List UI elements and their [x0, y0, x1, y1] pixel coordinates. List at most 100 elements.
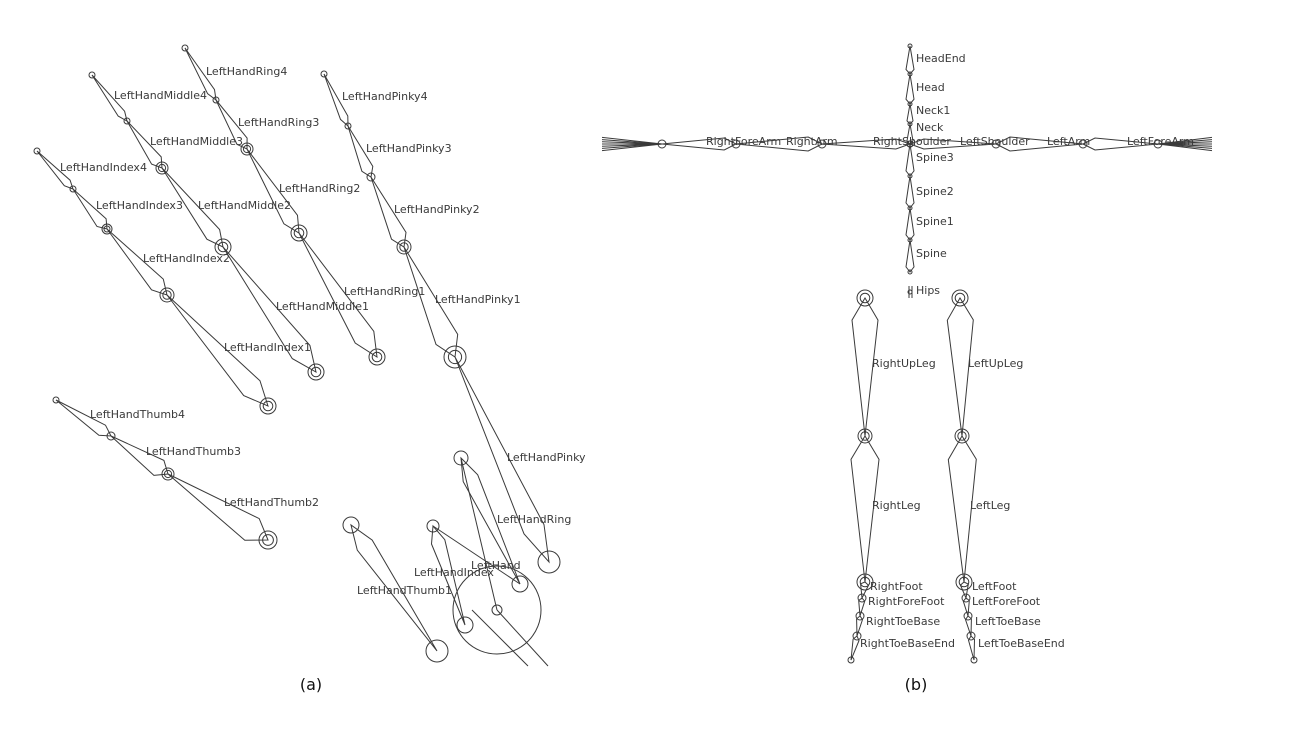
label-right-fore-arm: RightForeArm: [706, 135, 781, 148]
ring-finger-joint-1-inner: [293, 227, 305, 239]
index-finger-joint-2-inner: [103, 225, 111, 233]
middle-finger-bone-3: [91, 74, 128, 122]
label-spine: Spine: [916, 247, 947, 260]
pinky-finger-joint-3: [344, 122, 352, 130]
spine-chain-bone-5: [906, 103, 914, 125]
ring-finger-joint-3: [212, 96, 220, 104]
spine-chain-bone-6: [905, 73, 915, 105]
spine-chain-joint-3: [907, 173, 913, 179]
left-arm-joint-2: [1078, 139, 1088, 149]
spine-chain-joint-0: [907, 269, 913, 275]
middle-finger-joint-2: [155, 161, 169, 175]
label-right-arm: RightArm: [786, 135, 838, 148]
hand-labels: LeftHandRing4 LeftHandMiddle4 LeftHandPi…: [60, 65, 586, 597]
thumb-joint-1: [161, 467, 175, 481]
label-left-hand-ring: LeftHandRing: [497, 513, 571, 526]
index-finger-joint-4: [33, 147, 41, 155]
label-left-hand-pinky3: LeftHandPinky3: [366, 142, 452, 155]
label-left-hand-thumb3: LeftHandThumb3: [146, 445, 241, 458]
index-finger-joint-1-inner: [162, 290, 172, 300]
wrist-joint: [452, 565, 542, 655]
middle-finger-joint-1: [214, 238, 232, 256]
label-left-hand-pinky4: LeftHandPinky4: [342, 90, 428, 103]
right-leg-joint-2: [856, 573, 874, 591]
label-left-hand-index4: LeftHandIndex4: [60, 161, 147, 174]
label-head-end: HeadEnd: [916, 52, 966, 65]
label-left-hand-index3: LeftHandIndex3: [96, 199, 183, 212]
ring-finger-bone-3: [184, 47, 217, 102]
spine-chain-bone-0: [905, 239, 915, 273]
label-left-arm: LeftArm: [1047, 135, 1090, 148]
label-left-hand-ring3: LeftHandRing3: [238, 116, 319, 129]
index-finger-bone-3: [36, 150, 74, 190]
pinky-finger-joint-0: [443, 345, 467, 369]
index-metacarpal-end: [456, 616, 474, 634]
ring-metacarpal-end: [511, 575, 529, 593]
label-neck1: Neck1: [916, 104, 950, 117]
index-finger-joint-1: [159, 287, 175, 303]
label-left-hand-ring1: LeftHandRing1: [344, 285, 425, 298]
ring-finger-joint-0: [368, 348, 386, 366]
left-leg-joint-1: [954, 428, 970, 444]
spine-chain-joint-2: [907, 205, 913, 211]
thumb-joint-0-inner: [262, 534, 274, 546]
pinky-finger-joint-1-inner: [399, 242, 409, 252]
label-left-fore-arm: LeftForeArm: [1127, 135, 1194, 148]
thumb-joint-1-inner: [163, 469, 173, 479]
label-left-hand-middle1: LeftHandMiddle1: [276, 300, 369, 313]
label-left-hand-thumb2: LeftHandThumb2: [224, 496, 319, 509]
right-hand-finger-6: [601, 143, 663, 152]
index-finger-joint-3: [69, 185, 77, 193]
label-right-fore-foot: RightForeFoot: [868, 595, 945, 608]
pinky-metacarpal-start: [453, 450, 469, 466]
label-left-foot: LeftFoot: [972, 580, 1017, 593]
index-finger-joint-0-inner: [262, 400, 274, 412]
thumb-bone-2: [55, 399, 112, 437]
label-spine3: Spine3: [916, 151, 954, 164]
pinky-finger-joint-2: [366, 172, 376, 182]
label-right-shoulder: RightShoulder: [873, 135, 951, 148]
right-leg-joint-3: [857, 593, 867, 603]
index-finger-joint-0: [259, 397, 277, 415]
left-leg-joint-2-inner: [958, 576, 970, 588]
right-leg-joint-4: [855, 611, 865, 621]
left-hand-finger-6: [1157, 143, 1213, 152]
pinky-finger-joint-4: [320, 70, 328, 78]
right-arm-joint-2: [731, 139, 741, 149]
label-right-toe-base-end: RightToeBaseEnd: [860, 637, 955, 650]
right-leg-joint-5: [852, 631, 862, 641]
right-leg-joint-0: [856, 289, 874, 307]
label-left-leg: LeftLeg: [970, 499, 1010, 512]
wrist-joint-center: [491, 604, 503, 616]
label-right-leg: RightLeg: [872, 499, 921, 512]
label-left-hand-ring4: LeftHandRing4: [206, 65, 287, 78]
label-left-hand-index: LeftHandIndex: [414, 566, 494, 579]
right-leg-joint-6: [847, 656, 855, 664]
label-left-fore-foot: LeftForeFoot: [972, 595, 1041, 608]
index-finger-joint-2: [101, 223, 113, 235]
middle-finger-joint-0-inner: [310, 366, 322, 378]
thumb-metacarpal-start: [342, 516, 360, 534]
left-leg-joint-0-inner: [954, 292, 966, 304]
body-skeleton-panel: [601, 43, 1213, 664]
label-left-hand-middle3: LeftHandMiddle3: [150, 135, 243, 148]
label-left-up-leg: LeftUpLeg: [968, 357, 1023, 370]
left-leg-joint-3: [961, 593, 971, 603]
label-hips: Hips: [916, 284, 940, 297]
left-leg-joint-1-inner: [957, 431, 967, 441]
right-leg-joint-2-inner: [859, 576, 871, 588]
label-left-hand-middle4: LeftHandMiddle4: [114, 89, 207, 102]
label-left-hand-index1: LeftHandIndex1: [224, 341, 311, 354]
middle-finger-joint-3: [123, 117, 131, 125]
spine-chain-joint-8: [907, 43, 913, 49]
thumb-joint-0: [258, 530, 278, 550]
label-spine2: Spine2: [916, 185, 954, 198]
label-left-hand-index2: LeftHandIndex2: [143, 252, 230, 265]
forearm-line-1: [496, 609, 549, 667]
label-left-hand-ring2: LeftHandRing2: [279, 182, 360, 195]
thumb-joint-2: [106, 431, 116, 441]
right-leg-bone-5: [850, 635, 860, 661]
middle-finger-joint-2-inner: [157, 163, 167, 173]
index-metacarpal: [430, 524, 466, 626]
